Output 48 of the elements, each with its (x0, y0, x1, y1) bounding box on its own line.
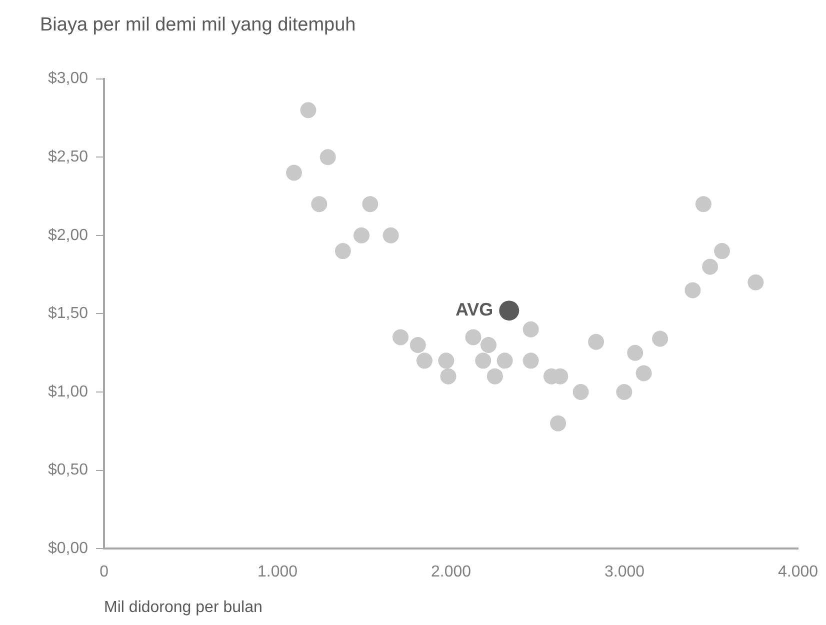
point (320, 149, 336, 166)
point (486, 368, 503, 384)
point (480, 337, 496, 354)
y-tick-label: $0,50 (48, 462, 88, 479)
point (438, 352, 454, 369)
point (550, 415, 566, 432)
point (311, 196, 328, 212)
x-axis-title: Mil didorong per bulan (104, 598, 262, 616)
point (334, 243, 351, 260)
point (475, 352, 492, 369)
y-tick-label: $0,00 (48, 540, 88, 558)
x-tick-label: 0 (100, 564, 109, 581)
point (392, 329, 409, 346)
point (286, 164, 302, 181)
x-tick-label: 1.000 (258, 564, 298, 581)
y-tick-label: $3,00 (48, 70, 88, 88)
point (522, 352, 539, 369)
point (652, 330, 668, 347)
y-tick-label: $1,00 (48, 383, 88, 400)
y-tick-label: $2,00 (48, 226, 88, 244)
point (362, 196, 378, 212)
point (627, 344, 644, 361)
x-tick-label: 3.000 (604, 564, 645, 581)
point (465, 329, 482, 346)
point (300, 102, 316, 118)
point (496, 352, 513, 369)
point (499, 300, 520, 321)
point (382, 227, 399, 244)
point (410, 337, 426, 354)
point (440, 368, 456, 384)
y-tick-label: $2,50 (48, 148, 88, 166)
point (695, 196, 712, 212)
point (572, 384, 589, 400)
point (702, 258, 718, 275)
y-tick-label: $1,50 (48, 305, 88, 322)
point (636, 365, 652, 382)
point (684, 282, 701, 298)
series-label: AVG (455, 300, 494, 320)
point (522, 321, 539, 338)
point (748, 274, 764, 290)
point (616, 384, 632, 400)
point (588, 334, 604, 350)
point (354, 227, 370, 244)
x-tick-label: 2.000 (430, 564, 472, 581)
chart-title: Biaya per mil demi mil yang ditempuh (40, 14, 356, 36)
x-tick-label: 4.000 (778, 564, 818, 581)
point (416, 352, 432, 369)
point (714, 243, 730, 260)
